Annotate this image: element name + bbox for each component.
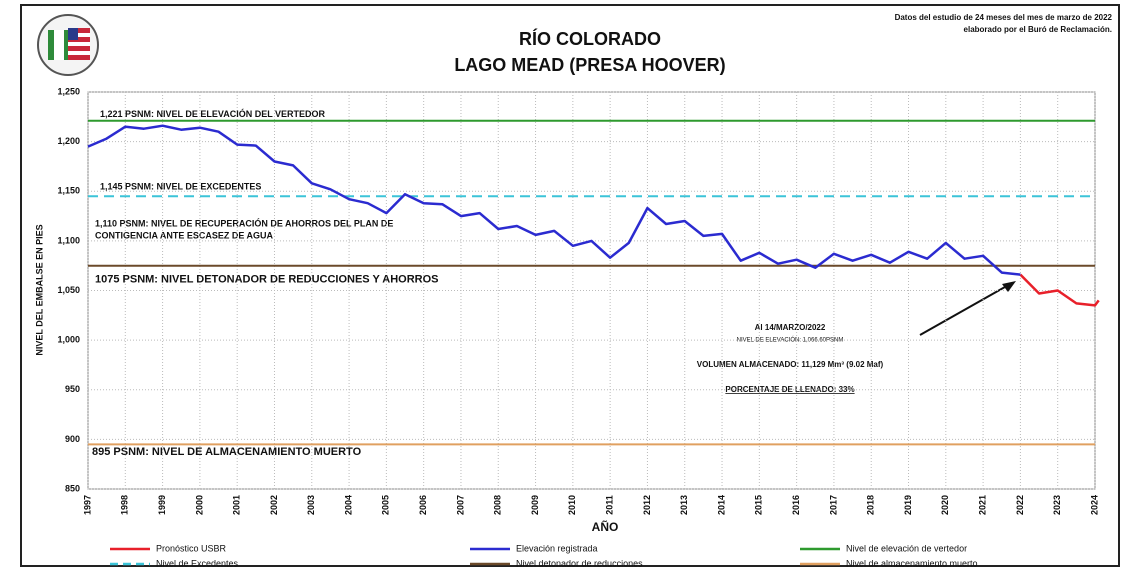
x-tick-label: 2005	[381, 495, 391, 515]
y-tick-label: 950	[65, 384, 80, 394]
x-tick-label: 2011	[605, 495, 615, 515]
x-tick-label: 2022	[1015, 495, 1025, 515]
x-tick-label: 1998	[120, 495, 130, 515]
x-tick-label: 2015	[754, 495, 764, 515]
y-tick-label: 1,150	[57, 186, 80, 196]
x-tick-label: 2010	[567, 495, 577, 515]
y-tick-label: 900	[65, 434, 80, 444]
x-tick-label: 2016	[791, 495, 801, 515]
x-tick-label: 2009	[530, 495, 540, 515]
x-tick-label: 2023	[1052, 495, 1062, 515]
y-tick-label: 850	[65, 483, 80, 493]
reference-label: 895 PSNM: NIVEL DE ALMACENAMIENTO MUERTO	[92, 446, 362, 458]
frame	[20, 4, 1120, 567]
legend-label: Elevación registrada	[516, 543, 598, 553]
y-tick-label: 1,100	[57, 235, 80, 245]
x-tick-label: 2002	[269, 495, 279, 515]
x-tick-label: 2000	[194, 495, 204, 515]
series-line	[1019, 273, 1100, 307]
logo	[37, 14, 99, 76]
x-tick-label: 1997	[82, 495, 92, 515]
y-axis-label: NIVEL DEL EMBALSE EN PIES	[34, 224, 44, 355]
x-tick-label: 2004	[343, 495, 353, 515]
callout-text: Al 14/MARZO/2022	[755, 323, 826, 332]
x-tick-label: 2024	[1089, 495, 1099, 515]
x-tick-label: 2012	[642, 495, 652, 515]
x-tick-label: 2008	[493, 495, 503, 515]
reference-label: 1,221 PSNM: NIVEL DE ELEVACIÓN DEL VERTE…	[100, 108, 326, 119]
y-tick-label: 1,200	[57, 136, 80, 146]
x-tick-label: 2013	[679, 495, 689, 515]
annotation: 1,110 PSNM: NIVEL DE RECUPERACIÓN DE AHO…	[95, 217, 393, 228]
source-note: Datos del estudio de 24 meses del mes de…	[895, 13, 1113, 22]
x-tick-label: 2018	[866, 495, 876, 515]
legend-label: Nivel de elevación de vertedor	[846, 543, 967, 553]
x-tick-label: 2003	[306, 495, 316, 515]
x-tick-label: 2014	[716, 495, 726, 515]
y-tick-label: 1,000	[57, 335, 80, 345]
x-tick-label: 2021	[977, 495, 987, 515]
callout-text: VOLUMEN ALMACENADO: 11,129 Mm³ (9.02 Maf…	[697, 360, 884, 369]
x-axis-label: AÑO	[592, 519, 619, 534]
callout-arrowhead	[1002, 281, 1016, 292]
chart-title: RÍO COLORADO	[519, 28, 661, 49]
legend-label: Nivel de almacenamiento muerto	[846, 558, 978, 568]
y-tick-label: 1,050	[57, 285, 80, 295]
legend-label: Pronóstico USBR	[156, 543, 227, 553]
x-tick-label: 1999	[157, 495, 167, 515]
chart-subtitle: LAGO MEAD (PRESA HOOVER)	[454, 55, 725, 75]
legend-label: Nivel detonador de reducciones	[516, 558, 643, 568]
series-line	[87, 124, 1021, 276]
x-tick-label: 2001	[232, 495, 242, 515]
reference-label: 1,145 PSNM: NIVEL DE EXCEDENTES	[100, 182, 261, 192]
x-tick-label: 2019	[903, 495, 913, 515]
x-tick-label: 2020	[940, 495, 950, 515]
callout-arrow	[919, 282, 1013, 336]
annotation: CONTIGENCIA ANTE ESCASEZ DE AGUA	[95, 230, 274, 240]
y-tick-label: 1,250	[57, 86, 80, 96]
x-tick-label: 2017	[828, 495, 838, 515]
reference-label: 1075 PSNM: NIVEL DETONADOR DE REDUCCIONE…	[95, 274, 439, 286]
x-tick-label: 2007	[455, 495, 465, 515]
source-note: elaborado por el Buró de Reclamación.	[964, 25, 1112, 34]
x-tick-label: 2006	[418, 495, 428, 515]
callout: Al 14/MARZO/2022 NIVEL DE ELEVACIÓN: 1,0…	[697, 281, 1016, 394]
legend-label: Nivel de Excedentes	[156, 558, 239, 568]
